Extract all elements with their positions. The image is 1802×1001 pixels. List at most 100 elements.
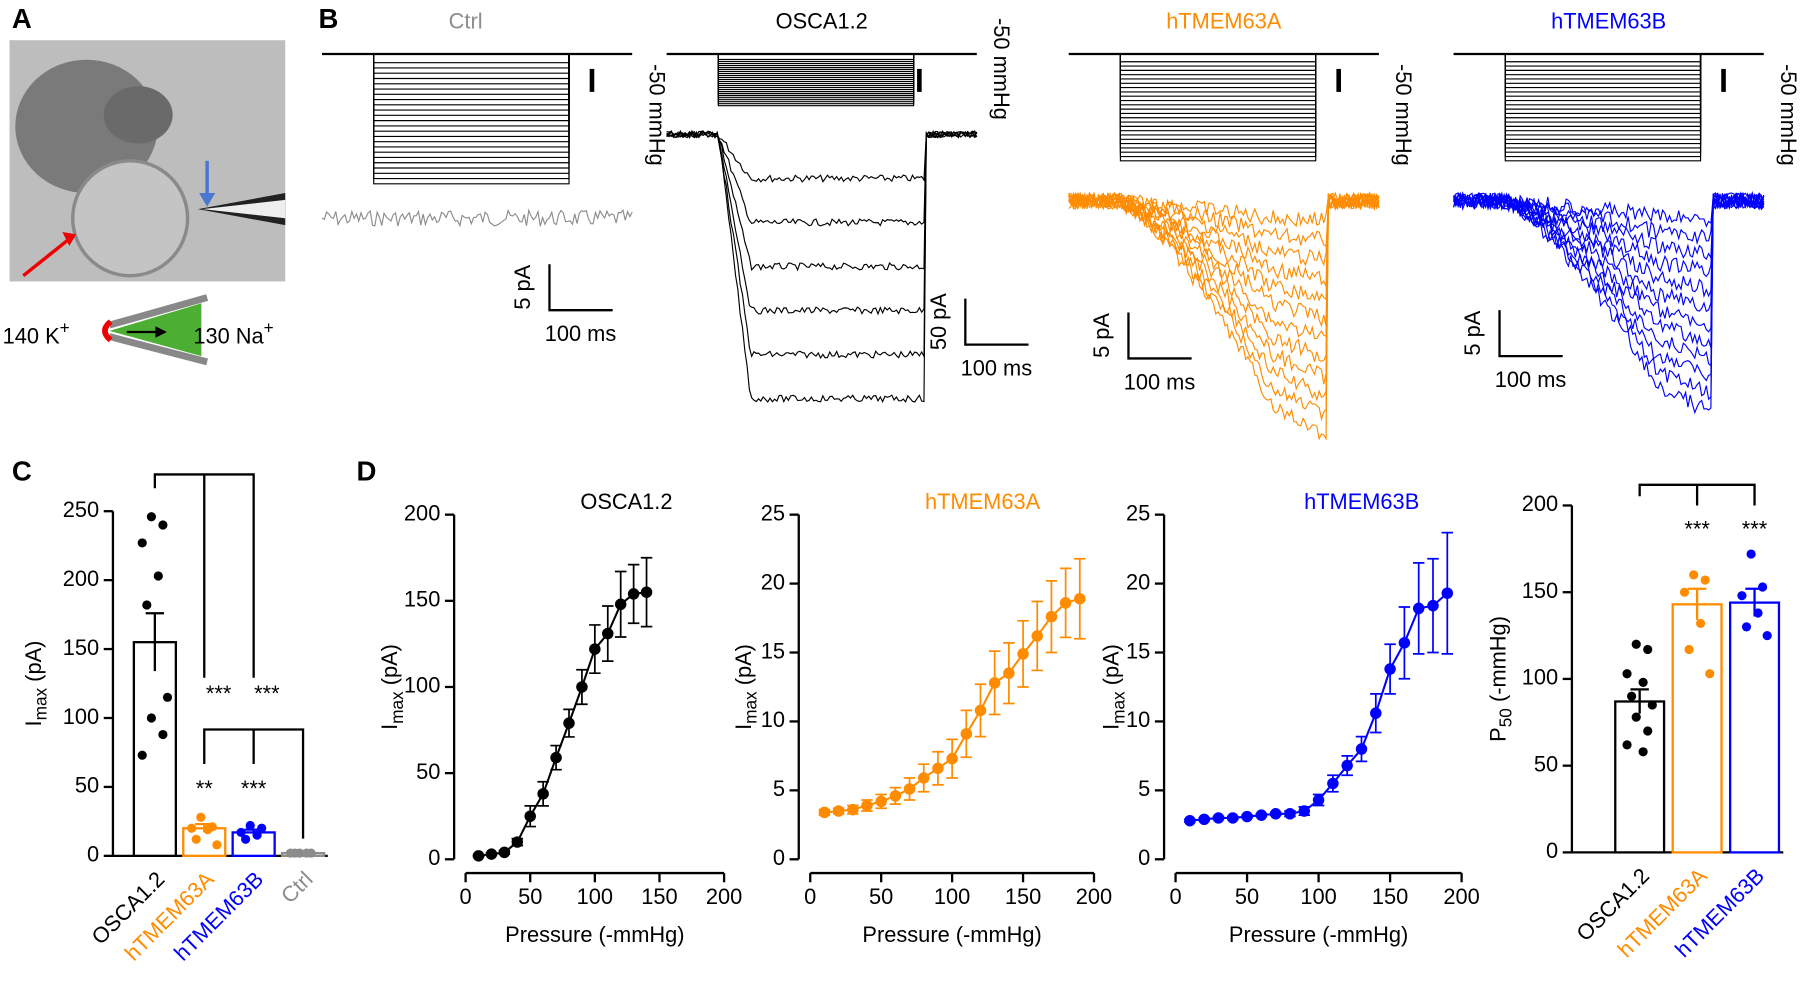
panel-label: A [12, 3, 32, 34]
data-point [1370, 707, 1382, 719]
y-tick-label: 0 [428, 845, 440, 870]
data-point [1627, 691, 1637, 701]
y-tick-label: 10 [1126, 707, 1150, 732]
x-tick-label: 0 [460, 884, 472, 909]
trace [666, 130, 978, 316]
x-tick-label: 200 [1076, 884, 1112, 909]
y-label-part: I [1098, 724, 1123, 730]
y-label-part: P [1485, 727, 1510, 742]
data-point [1341, 759, 1353, 772]
y-label-part: I [731, 724, 756, 730]
x-tick-label: 150 [1005, 884, 1041, 909]
y-tick-label: 100 [63, 704, 99, 729]
error-bar [1630, 688, 1649, 714]
data-point [146, 713, 157, 723]
x-tick-label: 0 [804, 884, 816, 909]
chart-title: hTMEM63B [1304, 489, 1419, 514]
data-point [550, 751, 562, 764]
data-point [1284, 808, 1296, 820]
trace [1504, 53, 1702, 127]
data-point [818, 806, 831, 819]
y-tick-label: 200 [404, 500, 440, 525]
data-point [1059, 597, 1072, 609]
data-point [1045, 610, 1058, 623]
trace [666, 129, 978, 404]
ion: 130 Na [193, 324, 264, 349]
significance: *** [206, 681, 232, 706]
ion-charge: + [264, 317, 274, 337]
data-point [290, 848, 300, 858]
data-point [563, 717, 575, 729]
trace [373, 53, 570, 106]
x-tick-label: 200 [706, 884, 742, 909]
trace [1068, 192, 1380, 402]
y-label-part: (-mmHg) [1485, 616, 1510, 708]
current-scale: 5 pA [510, 264, 535, 309]
y-label-part: max [30, 687, 50, 720]
data-point [1757, 582, 1768, 592]
x-axis-label: Pressure (-mmHg) [1229, 922, 1408, 947]
data-point [1622, 669, 1632, 679]
data-point [191, 834, 201, 844]
trace [373, 53, 570, 85]
data-point [576, 681, 588, 693]
data-point [988, 677, 1001, 689]
data-point [1384, 663, 1396, 675]
panel-label: D [356, 456, 376, 487]
data-point [1695, 618, 1706, 629]
data-point [1412, 602, 1425, 615]
trace [153, 473, 255, 678]
data-point [1441, 587, 1454, 599]
ion: 140 K [3, 324, 60, 349]
data-point [1427, 599, 1439, 612]
trace [373, 53, 570, 101]
trace [373, 53, 570, 153]
data-point [1643, 726, 1653, 736]
trace [373, 53, 570, 64]
data-point [196, 812, 206, 822]
data-point [1647, 700, 1657, 710]
trace [373, 53, 570, 137]
trace [1504, 53, 1702, 162]
y-label-part: (pA) [377, 644, 402, 691]
data-point [537, 788, 549, 800]
significance: *** [1684, 517, 1710, 542]
trace [548, 264, 613, 312]
data-point [472, 850, 485, 862]
panel-label: B [319, 3, 339, 34]
data-point [153, 571, 163, 581]
y-tick-label: 20 [1126, 569, 1150, 594]
data-point [960, 728, 973, 740]
bar [1671, 603, 1723, 854]
data-point [241, 834, 251, 844]
y-axis-label: Imax (pA) [731, 644, 761, 730]
trace [373, 53, 570, 132]
trace [717, 53, 915, 77]
y-axis-label: Imax (pA) [21, 641, 51, 727]
trace [1119, 53, 1317, 93]
x-tick-label: Ctrl [276, 866, 318, 908]
x-tick-label: 100 [1300, 884, 1336, 909]
y-tick-label: 150 [63, 635, 99, 660]
trace [1504, 53, 1702, 93]
trace [1068, 192, 1380, 362]
significance: *** [254, 681, 280, 706]
trace [1453, 191, 1765, 415]
x-tick-label: 150 [641, 884, 677, 909]
trace [1119, 53, 1317, 119]
x-tick-label: 50 [1235, 884, 1259, 909]
data-point [158, 729, 168, 740]
data-point [918, 772, 930, 784]
data-point [1031, 630, 1043, 642]
y-tick-label: 50 [416, 759, 440, 784]
trace [1119, 53, 1317, 162]
data-point [1631, 712, 1641, 722]
data-point [1003, 667, 1015, 679]
y-tick-label: 15 [1126, 638, 1150, 663]
y-label-part: max [740, 691, 760, 724]
data-point [252, 830, 262, 840]
data-point [1269, 808, 1282, 820]
x-axis-label: Pressure (-mmHg) [505, 922, 684, 947]
trace [1504, 53, 1702, 119]
